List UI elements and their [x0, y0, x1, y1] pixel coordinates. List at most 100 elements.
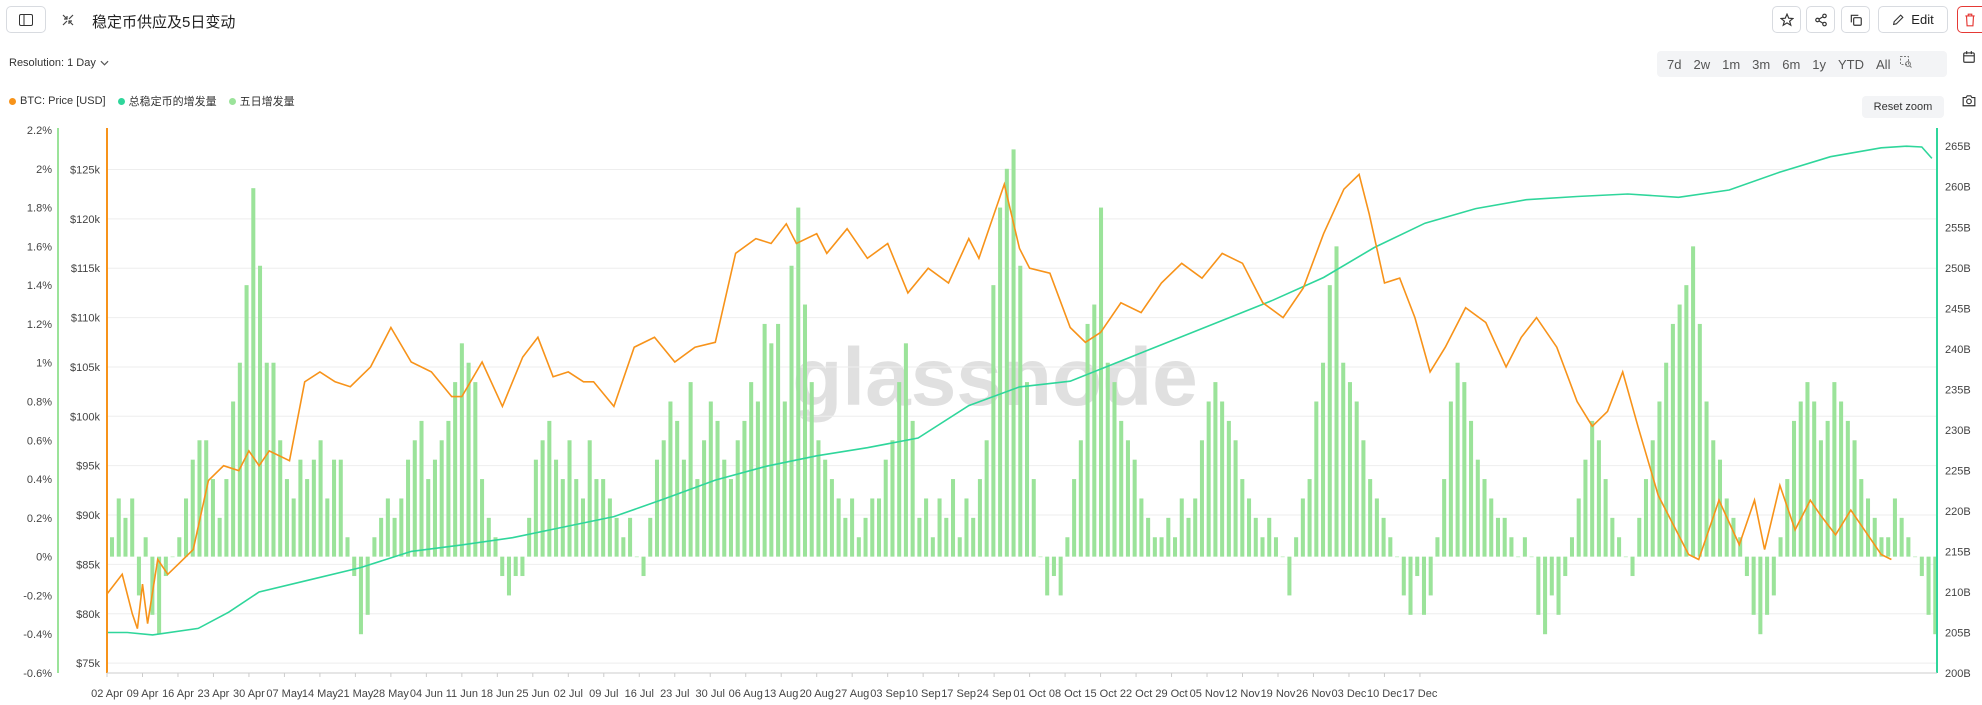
x-tick-label: 11 Jun	[446, 688, 478, 700]
five-day-bar	[749, 382, 754, 557]
five-day-bar	[829, 479, 834, 557]
x-tick-label: 25 Jun	[516, 688, 549, 700]
five-day-bar	[291, 498, 296, 557]
pencil-icon	[1893, 14, 1904, 26]
five-day-bar	[1791, 420, 1797, 557]
pct-tick-label: 1.6%	[27, 241, 52, 253]
five-day-bar	[1455, 362, 1460, 557]
five-day-bar	[258, 265, 263, 557]
five-day-bar	[237, 362, 242, 557]
five-day-bar	[358, 556, 363, 635]
legend-item-five-day[interactable]: 五日增发量	[228, 93, 295, 109]
five-day-bar	[284, 479, 289, 557]
five-day-bar	[1657, 401, 1662, 557]
range-2w[interactable]: 2w	[1693, 56, 1711, 72]
five-day-bar	[311, 459, 316, 557]
share-button[interactable]	[1806, 6, 1835, 33]
edit-button[interactable]: Edit	[1878, 6, 1948, 33]
five-day-bar	[722, 459, 727, 557]
five-day-bar	[1038, 556, 1043, 558]
five-day-bar	[574, 479, 579, 557]
five-day-bar	[1771, 556, 1776, 596]
x-tick-label: 27 Aug	[835, 688, 869, 700]
five-day-bar	[695, 479, 700, 557]
five-day-bar	[1321, 362, 1326, 557]
five-day-bar	[688, 382, 693, 557]
delete-button[interactable]	[1957, 6, 1982, 33]
five-day-bar	[432, 459, 437, 557]
five-day-bar	[1495, 517, 1500, 557]
five-day-bar	[1092, 304, 1097, 557]
five-day-bar	[823, 459, 828, 557]
five-day-bar	[930, 537, 935, 557]
five-day-bar	[957, 537, 962, 557]
five-day-bar	[506, 556, 511, 596]
five-day-bar	[1805, 382, 1810, 557]
five-day-bar	[1583, 459, 1588, 557]
five-day-bar	[607, 498, 612, 557]
camera-icon[interactable]	[1962, 94, 1982, 112]
price-tick-label: $110k	[71, 313, 101, 325]
five-day-bar	[1105, 362, 1110, 557]
five-day-bar	[1253, 517, 1258, 557]
five-day-bar	[1536, 556, 1541, 615]
five-day-bar	[1220, 401, 1225, 557]
five-day-bar	[728, 479, 734, 557]
five-day-bar	[1307, 479, 1312, 557]
five-day-bar	[231, 401, 236, 557]
legend-item-total-supply[interactable]: 总稳定币的增发量	[117, 93, 217, 109]
sidebar-toggle-button[interactable]	[6, 6, 46, 33]
five-day-bar	[439, 440, 444, 557]
five-day-bar	[1516, 556, 1521, 558]
range-7d[interactable]: 7d	[1667, 56, 1682, 72]
collapse-icon[interactable]	[62, 13, 74, 31]
five-day-bar	[1610, 517, 1615, 557]
legend-item-btc-price[interactable]: BTC: Price [USD]	[9, 93, 106, 109]
x-tick-label: 02 Jul	[554, 688, 583, 700]
five-day-bar	[1247, 498, 1252, 557]
duplicate-button[interactable]	[1841, 6, 1870, 33]
five-day-bar	[486, 517, 491, 557]
five-day-bar	[1267, 517, 1272, 557]
five-day-bar	[1112, 382, 1117, 557]
five-day-bar	[937, 498, 942, 557]
chart-axes: 2.2% 2% 1.8% 1.6% 1.4% 1.2% 1% 0.8% 0.6% 0.4% 0.2%…	[23, 125, 1970, 700]
favorite-button[interactable]	[1772, 6, 1801, 33]
five-day-bar	[802, 304, 808, 557]
five-day-bar	[1300, 498, 1305, 557]
range-3m[interactable]: 3m	[1752, 56, 1771, 72]
five-day-bar	[1543, 556, 1548, 635]
five-day-bar	[1166, 517, 1171, 557]
zoom-select-icon[interactable]	[1900, 55, 1913, 73]
x-tick-label: 17 Dec	[1403, 688, 1438, 700]
resolution-select[interactable]: Resolution: 1 Day	[9, 57, 109, 69]
x-tick-label: 30 Apr	[233, 688, 265, 700]
five-day-bar	[1839, 401, 1844, 557]
range-ytd[interactable]: YTD	[1838, 56, 1865, 72]
range-1y[interactable]: 1y	[1812, 56, 1827, 72]
five-day-bar	[621, 537, 626, 557]
five-day-bar	[264, 362, 269, 557]
pct-tick-label: 0.2%	[27, 513, 52, 525]
five-day-bar	[890, 440, 895, 557]
chart-legend: BTC: Price [USD] 总稳定币的增发量 五日增发量	[9, 93, 295, 109]
five-day-bar	[668, 401, 673, 557]
range-6m[interactable]: 6m	[1782, 56, 1801, 72]
calendar-icon[interactable]	[1962, 50, 1982, 69]
five-day-bar	[217, 517, 222, 557]
range-1m[interactable]: 1m	[1722, 56, 1741, 72]
five-day-bar	[459, 343, 464, 557]
range-all[interactable]: All	[1876, 56, 1891, 72]
five-day-bar	[1206, 401, 1211, 557]
five-day-bar	[1334, 246, 1339, 557]
five-day-bar	[1933, 556, 1938, 635]
five-day-bar	[917, 517, 922, 557]
five-day-bar	[1125, 440, 1130, 557]
five-day-bar	[1421, 556, 1426, 615]
pct-tick-label: 1.8%	[27, 203, 52, 215]
five-day-bar	[365, 556, 370, 615]
reset-zoom-button[interactable]: Reset zoom	[1862, 96, 1944, 118]
supply-tick-label: 210B	[1945, 587, 1971, 599]
five-day-bar	[1025, 382, 1030, 557]
